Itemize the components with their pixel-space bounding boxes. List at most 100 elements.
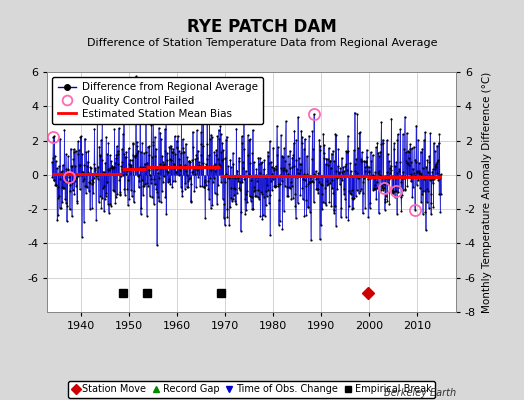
Point bbox=[297, 161, 305, 168]
Point bbox=[78, 151, 86, 158]
Point bbox=[300, 213, 309, 220]
Point bbox=[224, 173, 233, 180]
Point bbox=[422, 227, 430, 233]
Point bbox=[290, 128, 299, 134]
Point bbox=[257, 188, 265, 195]
Point bbox=[153, 242, 161, 248]
Point bbox=[345, 172, 354, 178]
Point bbox=[81, 135, 89, 142]
Point bbox=[79, 178, 87, 184]
Point bbox=[272, 123, 281, 129]
Point bbox=[301, 136, 309, 142]
Point bbox=[134, 173, 142, 180]
Point bbox=[68, 163, 76, 170]
Point bbox=[122, 171, 130, 178]
Point bbox=[70, 148, 78, 155]
Point bbox=[100, 208, 108, 214]
Point bbox=[192, 127, 201, 134]
Point bbox=[200, 184, 209, 190]
Point bbox=[415, 160, 423, 166]
Point bbox=[182, 184, 191, 190]
Point bbox=[219, 147, 227, 154]
Point bbox=[102, 190, 111, 196]
Point bbox=[309, 146, 317, 152]
Point bbox=[419, 188, 427, 194]
Point bbox=[419, 211, 427, 217]
Point bbox=[129, 140, 137, 146]
Point bbox=[259, 171, 267, 178]
Point bbox=[202, 156, 211, 162]
Point bbox=[198, 112, 206, 119]
Point bbox=[269, 144, 277, 151]
Point bbox=[331, 130, 340, 137]
Point bbox=[339, 177, 347, 183]
Point bbox=[174, 164, 182, 170]
Point bbox=[124, 145, 133, 152]
Point bbox=[372, 144, 380, 150]
Point bbox=[301, 176, 309, 183]
Point bbox=[113, 190, 122, 197]
Point bbox=[64, 153, 72, 160]
Point bbox=[54, 163, 63, 170]
Point bbox=[388, 187, 396, 193]
Point bbox=[295, 155, 303, 162]
Point bbox=[400, 175, 408, 181]
Point bbox=[362, 146, 370, 153]
Point bbox=[417, 171, 425, 178]
Point bbox=[367, 175, 375, 182]
Point bbox=[303, 204, 312, 210]
Point bbox=[288, 154, 297, 161]
Point bbox=[355, 130, 364, 136]
Point bbox=[89, 190, 97, 196]
Point bbox=[88, 176, 96, 183]
Point bbox=[369, 185, 378, 192]
Point bbox=[320, 142, 328, 148]
Point bbox=[333, 163, 342, 169]
Point bbox=[250, 188, 258, 194]
Point bbox=[410, 173, 419, 180]
Point bbox=[279, 167, 287, 173]
Point bbox=[119, 131, 127, 137]
Point bbox=[323, 156, 332, 162]
Point bbox=[74, 147, 83, 153]
Point bbox=[224, 163, 233, 170]
Point bbox=[313, 186, 322, 192]
Point bbox=[379, 184, 388, 191]
Point bbox=[71, 163, 80, 169]
Point bbox=[303, 153, 311, 159]
Point bbox=[380, 181, 388, 187]
Point bbox=[365, 169, 373, 176]
Point bbox=[201, 178, 209, 185]
Point bbox=[334, 146, 343, 152]
Point bbox=[304, 204, 312, 210]
Point bbox=[310, 199, 318, 206]
Point bbox=[312, 176, 320, 182]
Point bbox=[383, 169, 391, 175]
Point bbox=[381, 196, 389, 203]
Point bbox=[118, 146, 126, 152]
Point bbox=[403, 160, 412, 166]
Point bbox=[235, 154, 243, 161]
Point bbox=[140, 183, 148, 190]
Point bbox=[345, 203, 353, 210]
Point bbox=[204, 178, 212, 184]
Point bbox=[163, 157, 171, 164]
Point bbox=[404, 148, 412, 154]
Point bbox=[193, 166, 201, 173]
Point bbox=[211, 161, 220, 168]
Point bbox=[100, 183, 108, 189]
Point bbox=[410, 144, 418, 150]
Point bbox=[53, 212, 62, 218]
Point bbox=[432, 160, 440, 167]
Point bbox=[288, 164, 296, 170]
Point bbox=[148, 194, 156, 201]
Point bbox=[235, 185, 244, 192]
Point bbox=[67, 162, 75, 169]
Point bbox=[417, 199, 425, 205]
Point bbox=[88, 205, 96, 211]
Point bbox=[153, 188, 161, 195]
Point bbox=[69, 187, 77, 194]
Point bbox=[65, 178, 73, 184]
Point bbox=[101, 160, 110, 166]
Point bbox=[376, 149, 384, 155]
